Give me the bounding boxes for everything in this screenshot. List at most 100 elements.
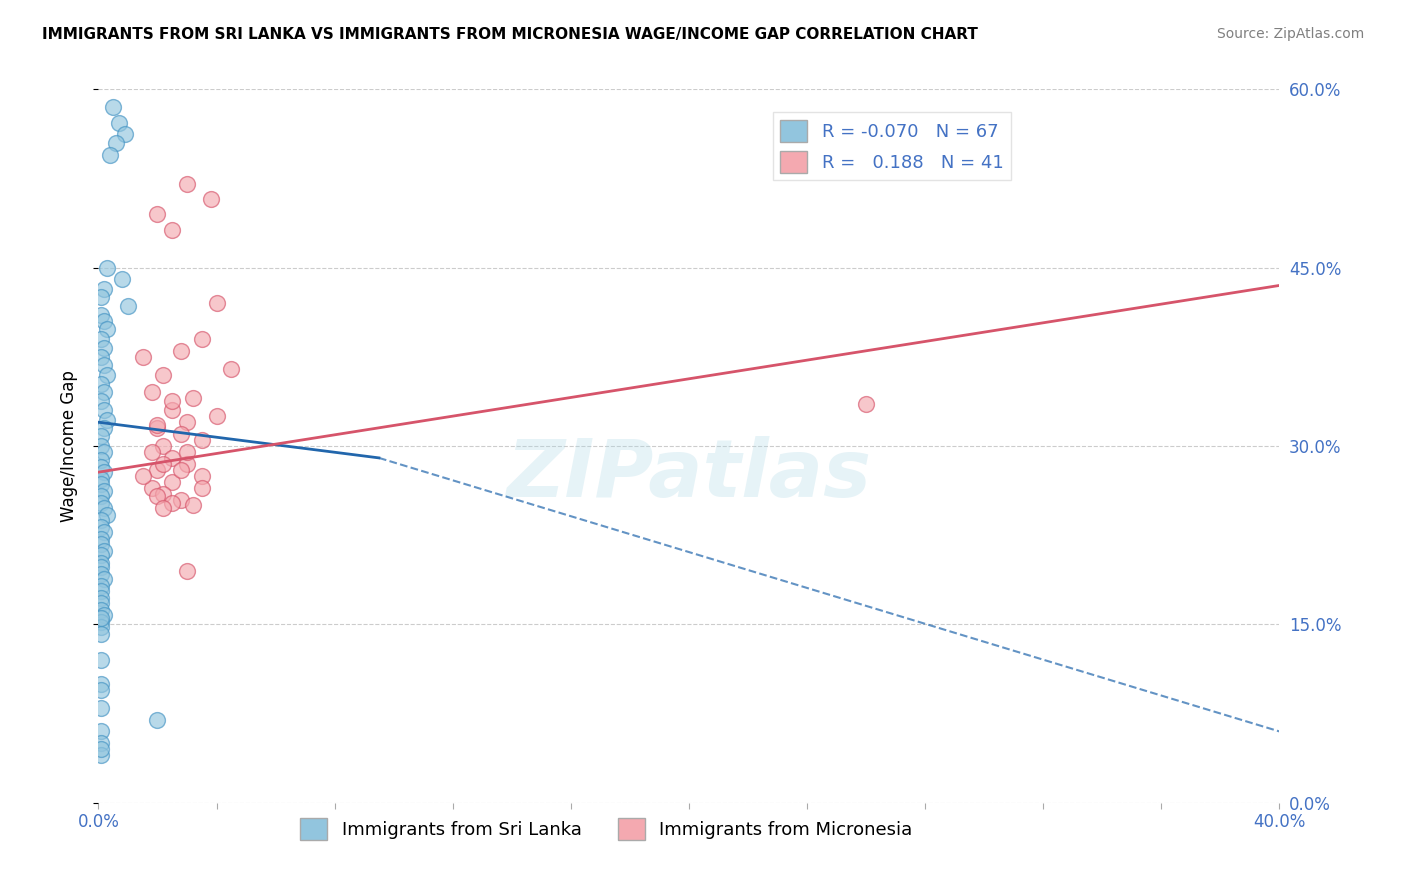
Point	[90, 584, 112, 599]
Point	[855, 397, 877, 411]
Point	[170, 427, 193, 442]
Point	[191, 468, 214, 483]
Point	[90, 439, 112, 453]
Point	[93, 572, 115, 586]
Point	[96, 508, 118, 522]
Point	[90, 627, 112, 641]
Point	[221, 361, 243, 376]
Point	[162, 393, 183, 408]
Point	[90, 477, 112, 491]
Point	[200, 192, 222, 206]
Point	[146, 713, 169, 727]
Point	[105, 136, 128, 150]
Point	[90, 556, 112, 570]
Point	[93, 403, 115, 417]
Point	[90, 489, 112, 503]
Text: Source: ZipAtlas.com: Source: ZipAtlas.com	[1216, 27, 1364, 41]
Point	[90, 748, 112, 763]
Point	[90, 308, 112, 322]
Point	[93, 385, 115, 400]
Point	[90, 567, 112, 582]
Point	[90, 350, 112, 364]
Point	[90, 332, 112, 346]
Legend: Immigrants from Sri Lanka, Immigrants from Micronesia: Immigrants from Sri Lanka, Immigrants fr…	[292, 811, 920, 847]
Point	[90, 377, 112, 392]
Point	[90, 560, 112, 574]
Point	[93, 524, 115, 539]
Point	[152, 500, 174, 515]
Point	[205, 296, 228, 310]
Point	[176, 457, 198, 471]
Point	[90, 620, 112, 634]
Point	[90, 536, 112, 550]
Point	[93, 342, 115, 356]
Point	[108, 115, 131, 129]
Point	[90, 453, 112, 467]
Y-axis label: Wage/Income Gap: Wage/Income Gap	[59, 370, 77, 522]
Point	[146, 417, 169, 432]
Point	[162, 496, 183, 510]
Point	[93, 500, 115, 515]
Point	[181, 392, 204, 406]
Point	[93, 607, 115, 622]
Point	[170, 492, 193, 507]
Point	[90, 472, 112, 486]
Point	[90, 615, 112, 629]
Point	[90, 591, 112, 606]
Point	[162, 403, 183, 417]
Point	[90, 611, 112, 625]
Point	[141, 385, 163, 400]
Point	[132, 350, 155, 364]
Point	[96, 260, 118, 275]
Point	[90, 700, 112, 714]
Point	[90, 736, 112, 750]
Point	[98, 147, 121, 161]
Point	[90, 579, 112, 593]
Point	[152, 368, 174, 382]
Point	[90, 677, 112, 691]
Point	[205, 409, 228, 424]
Point	[90, 520, 112, 534]
Point	[111, 272, 134, 286]
Point	[146, 421, 169, 435]
Text: IMMIGRANTS FROM SRI LANKA VS IMMIGRANTS FROM MICRONESIA WAGE/INCOME GAP CORRELAT: IMMIGRANTS FROM SRI LANKA VS IMMIGRANTS …	[42, 27, 979, 42]
Point	[152, 486, 174, 500]
Point	[93, 421, 115, 435]
Point	[152, 439, 174, 453]
Point	[90, 513, 112, 527]
Point	[152, 457, 174, 471]
Point	[146, 207, 169, 221]
Point	[146, 489, 169, 503]
Point	[162, 475, 183, 489]
Point	[90, 653, 112, 667]
Point	[96, 322, 118, 336]
Point	[93, 445, 115, 459]
Point	[93, 543, 115, 558]
Point	[141, 445, 163, 459]
Point	[90, 496, 112, 510]
Point	[90, 460, 112, 475]
Point	[90, 682, 112, 697]
Point	[162, 222, 183, 236]
Point	[191, 481, 214, 495]
Text: ZIPatlas: ZIPatlas	[506, 435, 872, 514]
Point	[103, 100, 125, 114]
Point	[176, 564, 198, 578]
Point	[132, 468, 155, 483]
Point	[170, 463, 193, 477]
Point	[90, 596, 112, 610]
Point	[90, 742, 112, 756]
Point	[181, 499, 204, 513]
Point	[176, 445, 198, 459]
Point	[90, 549, 112, 563]
Point	[114, 128, 136, 142]
Point	[90, 532, 112, 546]
Point	[146, 463, 169, 477]
Point	[93, 358, 115, 372]
Point	[191, 433, 214, 447]
Point	[162, 450, 183, 465]
Point	[141, 481, 163, 495]
Point	[90, 724, 112, 739]
Point	[90, 290, 112, 304]
Point	[93, 484, 115, 499]
